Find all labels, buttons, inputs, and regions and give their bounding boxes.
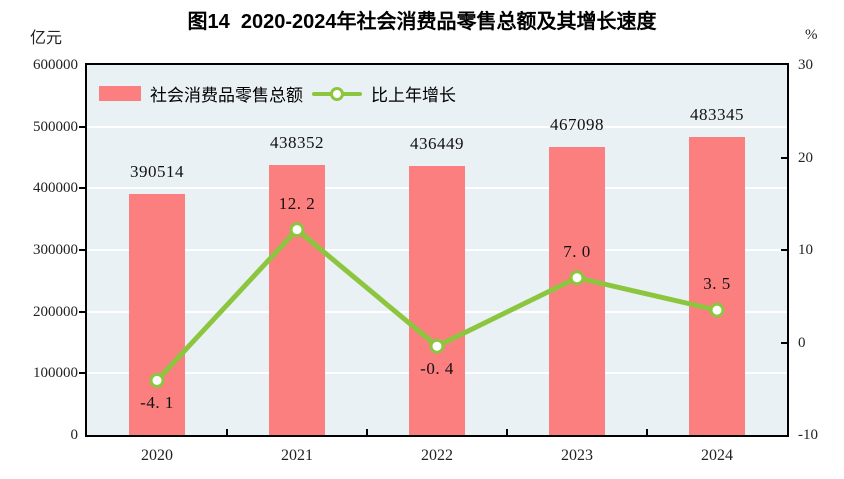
y-axis-tick-label-left: 300000 [33, 242, 78, 258]
y-axis-tick-label-right: 30 [798, 57, 813, 73]
y-axis-tick-label-right: 10 [798, 242, 813, 258]
left-axis-tick [79, 249, 85, 251]
right-axis-tick [781, 249, 787, 251]
y-axis-tick-label-right: 20 [798, 149, 813, 166]
line-marker-icon [569, 270, 585, 286]
bar-value-label: 438352 [270, 132, 324, 152]
right-axis-tick [781, 341, 787, 344]
x-axis-tick-label: 2020 [141, 447, 173, 464]
x-axis-tick [506, 429, 508, 435]
legend-bar-label: 社会消费品零售总额 [150, 86, 303, 105]
line-marker-icon [289, 222, 305, 238]
y-axis-tick-label-left: 500000 [33, 118, 78, 135]
plot-area: 390514 438352 436449 467098 483345 -4. 1 12. 2… [85, 63, 789, 437]
bar-value-label: 483345 [690, 104, 744, 124]
line-value-label: 12. 2 [278, 193, 316, 213]
plot-inner: 390514 438352 436449 467098 483345 -4. 1 12. 2… [87, 65, 787, 435]
y-axis-tick-label-left: 100000 [33, 365, 78, 382]
legend-line-marker-icon [330, 86, 344, 101]
right-axis-tick [781, 156, 787, 159]
legend: 社会消费品零售总额 比上年增长 [99, 81, 456, 106]
line-value-label: -4. 1 [140, 393, 174, 413]
y-axis-tick-label-left: 600000 [33, 57, 78, 73]
grid-line [87, 125, 787, 128]
left-axis-tick [79, 125, 85, 128]
line-value-label: 3. 5 [703, 274, 731, 294]
x-axis-tick [226, 429, 228, 435]
x-axis-tick-label: 2021 [281, 447, 313, 464]
bar [129, 194, 185, 435]
chart-title: 图14 2020-2024年社会消费品零售总额及其增长速度 [187, 11, 657, 33]
right-axis-unit-label: % [805, 27, 818, 43]
line-marker-icon [709, 302, 725, 318]
bar [269, 164, 325, 435]
legend-bar-swatch [99, 86, 141, 101]
line-marker-icon [429, 338, 445, 354]
y-axis-tick-label-left: 0 [70, 427, 79, 443]
line-value-label: -0. 4 [420, 359, 454, 379]
bar-value-label: 436449 [410, 133, 464, 153]
x-axis-tick [366, 429, 368, 435]
left-axis-tick [79, 372, 85, 375]
legend-line-label: 比上年增长 [371, 86, 456, 105]
x-axis-tick-label: 2022 [421, 447, 453, 464]
bar [409, 165, 465, 435]
growth-line-path [155, 227, 718, 383]
growth-line [149, 222, 725, 388]
y-axis-tick-label-right: -10 [798, 427, 818, 443]
y-axis-tick-label-left: 400000 [33, 180, 78, 197]
x-axis-tick-label: 2024 [701, 447, 733, 464]
bar [689, 136, 745, 435]
left-axis-unit-label: 亿元 [30, 30, 63, 47]
bar [549, 146, 605, 435]
x-axis-tick [646, 429, 648, 435]
y-axis-tick-label-right: 0 [798, 334, 806, 351]
y-axis-tick-label-left: 200000 [33, 303, 78, 320]
bar-value-label: 390514 [130, 162, 184, 182]
bar-value-label: 467098 [550, 114, 604, 134]
left-axis-tick [79, 187, 85, 190]
legend-line-swatch [312, 86, 362, 102]
x-axis-tick-label: 2023 [561, 447, 593, 464]
line-marker-icon [149, 372, 165, 388]
line-value-label: 7. 0 [563, 241, 591, 261]
left-axis-tick [79, 310, 85, 313]
